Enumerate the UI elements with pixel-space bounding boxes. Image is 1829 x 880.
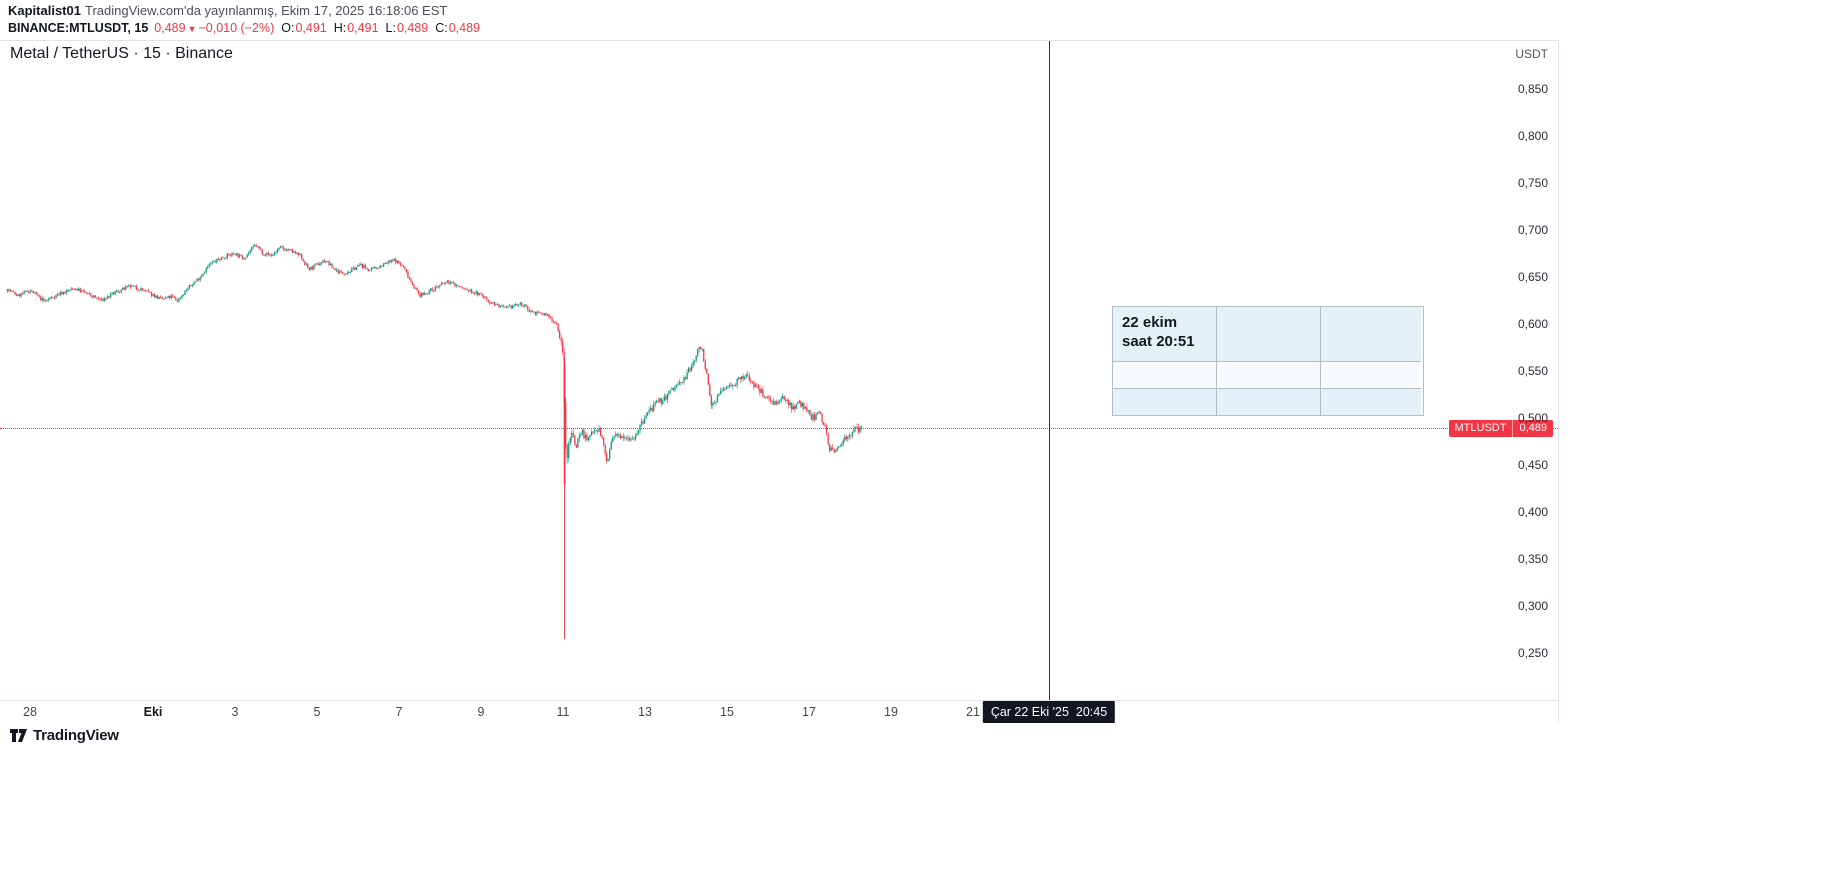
price-change: −0,010 (−2%) bbox=[198, 21, 275, 35]
last-price: 0,489 bbox=[154, 21, 186, 35]
brand-name: TradingView bbox=[33, 727, 119, 744]
crosshair-vertical-line bbox=[1049, 41, 1050, 701]
symbol-name: BINANCE:MTLUSDT, 15 bbox=[8, 21, 149, 35]
tradingview-logo[interactable]: TradingView bbox=[9, 727, 119, 744]
price-tick: 0,300 bbox=[1517, 599, 1548, 613]
annotation-cell bbox=[1321, 307, 1421, 362]
chart-title: Metal / TetherUS · 15 · Binance bbox=[10, 45, 233, 62]
down-arrow-icon: ▼ bbox=[187, 24, 197, 34]
price-tick: 0,400 bbox=[1517, 505, 1548, 519]
ohlc-close: C:0,489 bbox=[435, 21, 481, 35]
price-tick: 0,600 bbox=[1517, 317, 1548, 331]
last-price-line bbox=[0, 427, 1558, 429]
time-tick: Eki bbox=[143, 705, 163, 719]
time-tick: 5 bbox=[313, 705, 321, 719]
time-tick: 17 bbox=[802, 705, 816, 719]
publish-header: Kapitalist01 TradingView.com'da yayınlanm… bbox=[8, 2, 480, 38]
price-axis-border bbox=[1558, 40, 1559, 723]
annotation-cell bbox=[1113, 389, 1217, 415]
price-tag-value: 0,489 bbox=[1519, 421, 1547, 434]
price-axis-unit: USDT bbox=[1515, 47, 1548, 61]
last-price-tag: MTLUSDT 0,489 bbox=[1448, 419, 1553, 437]
annotation-line1: 22 ekim bbox=[1122, 314, 1178, 331]
annotation-cell bbox=[1321, 362, 1421, 389]
publish-line: Kapitalist01 TradingView.com'da yayınlanm… bbox=[8, 2, 480, 19]
price-tick: 0,550 bbox=[1517, 364, 1548, 378]
price-tick: 0,700 bbox=[1517, 223, 1548, 237]
price-tick: 0,650 bbox=[1517, 270, 1548, 284]
time-tick: 13 bbox=[638, 705, 652, 719]
annotation-cell bbox=[1217, 389, 1321, 415]
price-tick: 0,450 bbox=[1517, 458, 1548, 472]
time-tick: 9 bbox=[477, 705, 485, 719]
price-tick: 0,500 bbox=[1517, 411, 1548, 425]
crosshair-time-label: Çar 22 Eki '25 20:45 bbox=[982, 701, 1116, 723]
annotation-cell bbox=[1113, 362, 1217, 389]
ohlc-open: O:0,491 bbox=[281, 21, 327, 35]
tradingview-mark-icon bbox=[10, 729, 27, 742]
price-tick: 0,850 bbox=[1517, 82, 1548, 96]
time-tick: 7 bbox=[395, 705, 403, 719]
time-tick: 21 bbox=[966, 705, 980, 719]
annotation-table[interactable]: 22 ekim saat 20:51 bbox=[1112, 306, 1424, 416]
annotation-cell: 22 ekim saat 20:51 bbox=[1113, 307, 1217, 362]
annotation-cell bbox=[1321, 389, 1421, 415]
price-tick: 0,750 bbox=[1517, 176, 1548, 190]
price-tag-symbol: MTLUSDT bbox=[1454, 421, 1507, 434]
ohlc-high: H:0,491 bbox=[333, 21, 379, 35]
time-tick: 3 bbox=[231, 705, 239, 719]
time-tick: 15 bbox=[720, 705, 734, 719]
chart-canvas[interactable]: Metal / TetherUS · 15 · Binance USDT MTL… bbox=[0, 40, 1558, 701]
candlestick-plot bbox=[6, 243, 863, 639]
price-tick: 0,250 bbox=[1517, 646, 1548, 660]
annotation-line2: saat 20:51 bbox=[1122, 333, 1195, 350]
time-tick: 28 bbox=[23, 705, 37, 719]
time-tick: 19 bbox=[884, 705, 898, 719]
price-tick: 0,800 bbox=[1517, 129, 1548, 143]
time-tick: 11 bbox=[556, 705, 570, 719]
symbol-status-line: BINANCE:MTLUSDT, 15 0,489 ▼ −0,010 (−2%) O:0… bbox=[8, 20, 480, 38]
price-tag-divider bbox=[1512, 419, 1514, 437]
annotation-cell bbox=[1217, 307, 1321, 362]
author-name: Kapitalist01 bbox=[8, 3, 81, 18]
ohlc-low: L:0,489 bbox=[385, 21, 429, 35]
price-tick: 0,350 bbox=[1517, 552, 1548, 566]
annotation-cell bbox=[1217, 362, 1321, 389]
time-axis[interactable]: Çar 22 Eki '25 20:45 28 Eki 3 5 7 9 11 13 15 17 19… bbox=[0, 700, 1558, 724]
publish-info: TradingView.com'da yayınlanmış, Ekim 17,… bbox=[84, 3, 448, 18]
